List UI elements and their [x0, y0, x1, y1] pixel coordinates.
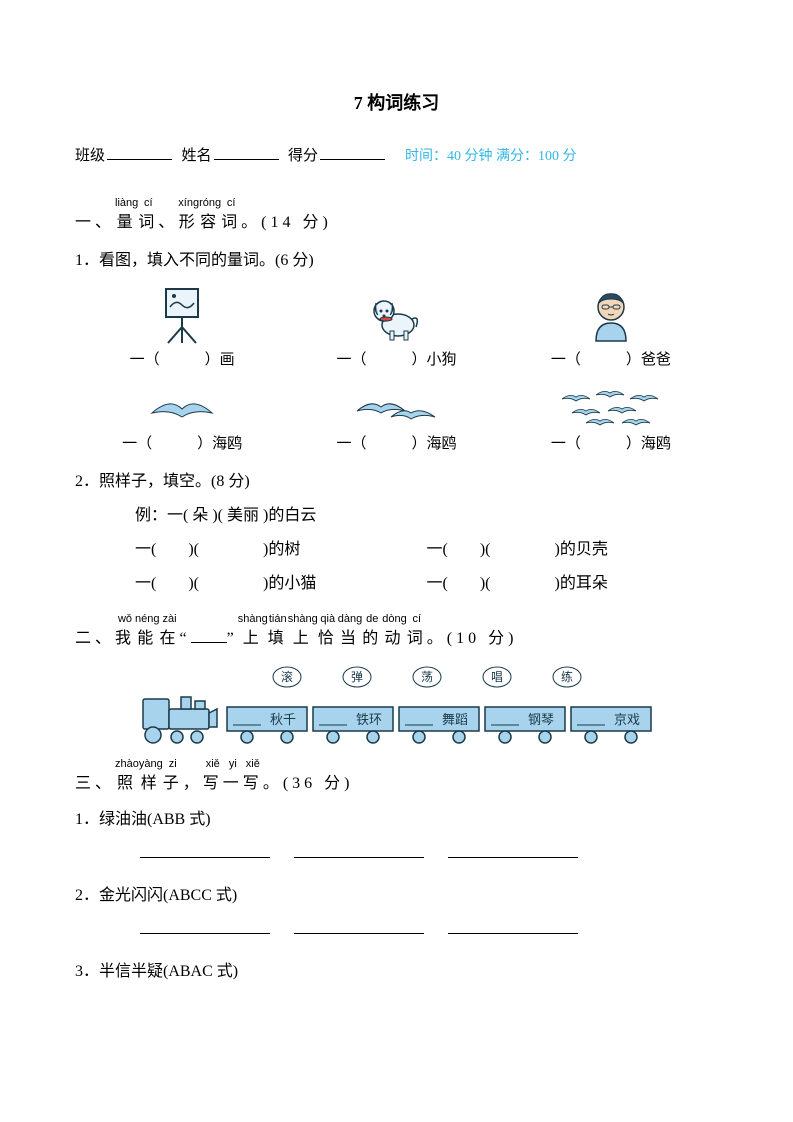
ruby-char: 三、: [75, 759, 115, 796]
svg-text:练: 练: [560, 669, 572, 684]
seagull-flock-icon: [504, 385, 718, 429]
section-1-heading: 一、liàng量cí词、xíng形róng容cí词。(14 分): [75, 198, 718, 235]
ruby-char: 。: [427, 614, 447, 651]
ruby-char: zài在: [160, 614, 180, 651]
ruby-char: cí词: [407, 614, 427, 651]
ruby-char: “: [180, 614, 191, 651]
ruby-char: qià恰: [318, 614, 338, 651]
s3-item-2: 2．金光闪闪(ABCC 式): [75, 884, 718, 908]
ruby-char: yàng样: [139, 759, 163, 796]
caption: 一（ ）海鸥: [75, 433, 289, 456]
ruby-char: wǒ我: [115, 614, 135, 651]
ruby-char: de的: [362, 614, 382, 651]
easel-icon: [75, 283, 289, 345]
s1-q1-label: 1．看图，填入不同的量词。(6 分): [75, 249, 718, 273]
s1-q1-row1-captions: 一（ ）画 一（ ）小狗 一（ ）爸爸: [75, 349, 718, 372]
s1-q1-row1-images: [75, 283, 718, 345]
caption: 一（ ）海鸥: [289, 433, 503, 456]
section-2-heading: 二、wǒ我néng能zài在“”shàng上tián填shàng上qià恰dàn…: [75, 614, 718, 651]
class-blank[interactable]: [107, 145, 172, 160]
section-3-body: 1．绿油油(ABB 式) 2．金光闪闪(ABCC 式) 3．半信半疑(ABAC …: [75, 808, 718, 984]
svg-text:京戏: 京戏: [613, 712, 639, 727]
seagull-two-icon: [289, 389, 503, 429]
ruby-char: yi一: [223, 759, 243, 796]
train-diagram: 滚 弹 荡 唱 练 秋千 铁环 舞蹈 钢琴 京戏: [75, 663, 718, 749]
s1-q1-row2-captions: 一（ ）海鸥 一（ ）海鸥 一（ ）海鸥: [75, 433, 718, 456]
caption: 一（ ）爸爸: [504, 349, 718, 372]
ruby-char: dòng动: [382, 614, 406, 651]
caption: 一（ ）小狗: [289, 349, 503, 372]
fill-item: 一( )( )的小猫: [135, 572, 427, 596]
s1-q2-label: 2．照样子，填空。(8 分): [75, 470, 718, 494]
name-blank[interactable]: [214, 145, 279, 160]
svg-text:滚: 滚: [280, 669, 292, 684]
class-label: 班级: [75, 145, 105, 168]
ruby-char: cí词: [221, 198, 241, 235]
caption: 一（ ）画: [75, 349, 289, 372]
svg-text:钢琴: 钢琴: [527, 712, 553, 727]
header-row: 班级 姓名 得分 时间：40 分钟 满分：100 分: [75, 145, 718, 168]
ruby-char: néng能: [135, 614, 159, 651]
section-3-heading: 三、zhào照yàng样zi子，xiě写yi一xiě写。(36 分): [75, 759, 718, 796]
ruby-char: [191, 614, 227, 651]
ruby-char: 、: [158, 198, 178, 235]
svg-text:舞蹈: 舞蹈: [441, 712, 467, 727]
ruby-char: xíng形: [178, 198, 199, 235]
ruby-char: shàng上: [238, 614, 268, 651]
s1-q1-row2-images: [75, 385, 718, 429]
ruby-char: 二、: [75, 614, 115, 651]
ruby-char: 。: [241, 198, 261, 235]
example-line: 例：一( 朵 )( 美丽 )的白云: [135, 504, 718, 528]
svg-text:铁环: 铁环: [355, 712, 381, 727]
svg-text:弹: 弹: [350, 670, 362, 684]
fill-item: 一( )( )的树: [135, 538, 427, 562]
fill-item: 一( )( )的贝壳: [427, 538, 719, 562]
score-blank[interactable]: [320, 145, 385, 160]
ruby-char: ”: [227, 614, 238, 651]
score-label: 得分: [288, 145, 318, 168]
svg-text:秋千: 秋千: [269, 712, 295, 727]
ruby-char: zi子: [163, 759, 183, 796]
ruby-char: dàng当: [338, 614, 362, 651]
ruby-char: liàng量: [115, 198, 138, 235]
s3-item-1: 1．绿油油(ABB 式): [75, 808, 718, 832]
name-label: 姓名: [182, 145, 212, 168]
ruby-char: ，: [183, 759, 203, 796]
fill-item: 一( )( )的耳朵: [427, 572, 719, 596]
worksheet-title: 7 构词练习: [75, 90, 718, 117]
time-info: 时间：40 分钟 满分：100 分: [405, 146, 577, 167]
ruby-char: tián填: [268, 614, 288, 651]
s1-q2-example-block: 例：一( 朵 )( 美丽 )的白云 一( )( )的树 一( )( )的贝壳 一…: [135, 504, 718, 596]
ruby-char: cí词: [138, 198, 158, 235]
answer-blanks[interactable]: [140, 842, 718, 866]
answer-blanks[interactable]: [140, 918, 718, 942]
svg-text:荡: 荡: [420, 670, 432, 684]
s3-item-3: 3．半信半疑(ABAC 式): [75, 960, 718, 984]
ruby-char: róng容: [199, 198, 221, 235]
svg-text:唱: 唱: [490, 670, 502, 684]
ruby-char: 一、: [75, 198, 115, 235]
dad-icon: [504, 283, 718, 345]
ruby-char: 。: [263, 759, 283, 796]
seagull-one-icon: [75, 389, 289, 429]
caption: 一（ ）海鸥: [504, 433, 718, 456]
ruby-char: zhào照: [115, 759, 139, 796]
ruby-char: shàng上: [288, 614, 318, 651]
dog-icon: [289, 287, 503, 345]
ruby-char: xiě写: [243, 759, 263, 796]
ruby-char: xiě写: [203, 759, 223, 796]
